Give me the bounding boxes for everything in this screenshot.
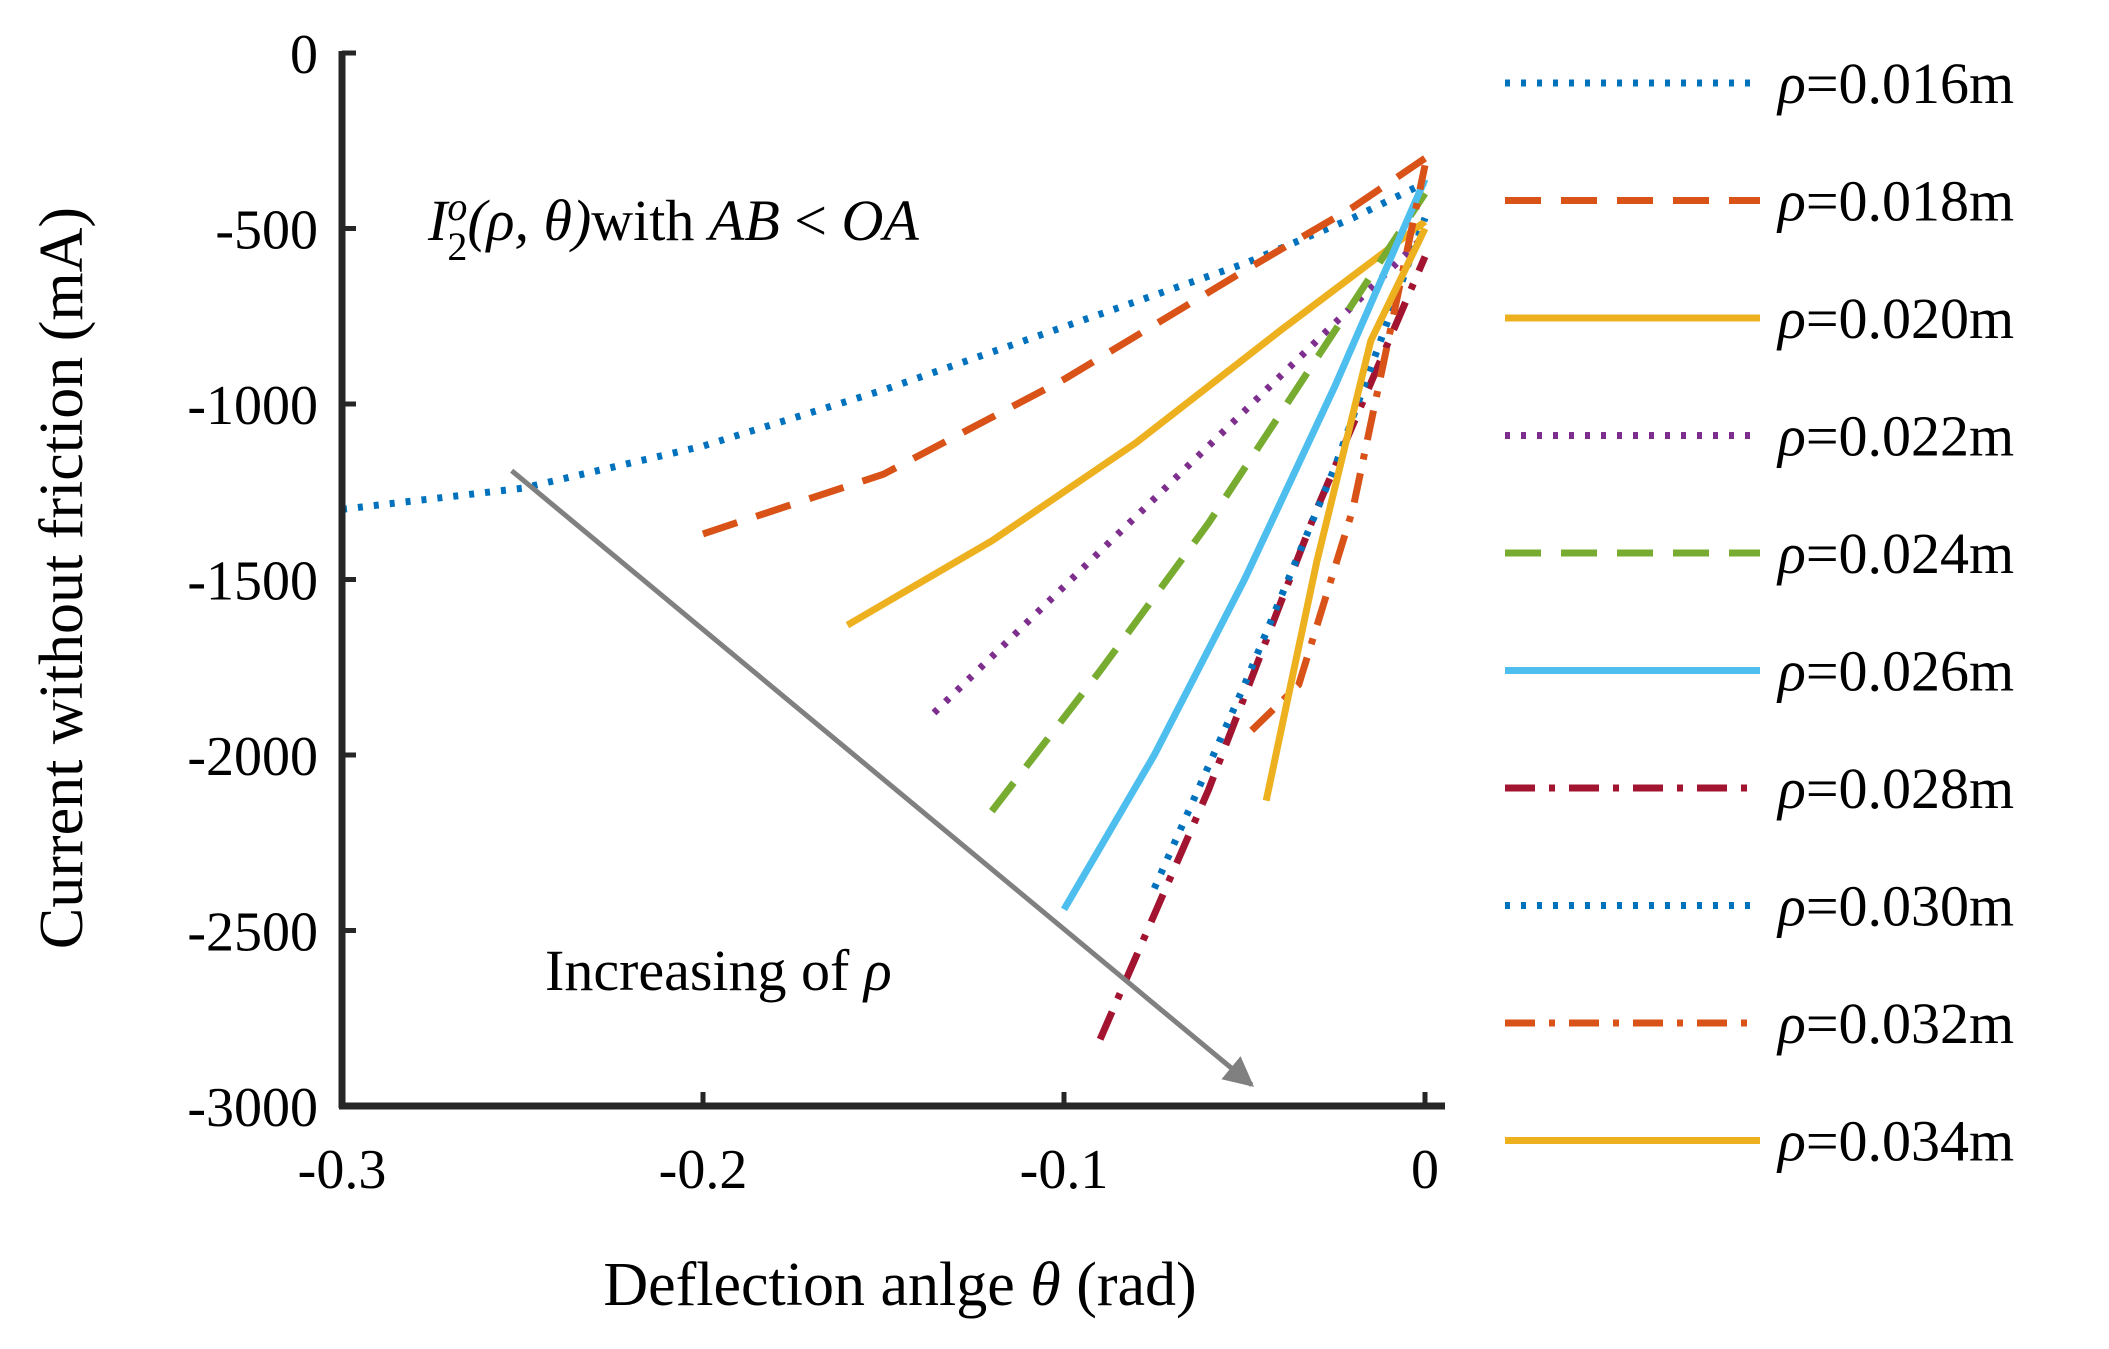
x-tick-label: -0.1 bbox=[1020, 1139, 1109, 1201]
legend-label-7: ρ=0.028m bbox=[1776, 756, 2014, 821]
legend-value: =0.016m bbox=[1806, 51, 2014, 116]
y-tick-label: -2500 bbox=[187, 902, 318, 964]
legend-value: =0.030m bbox=[1806, 874, 2014, 939]
series-line-5 bbox=[989, 191, 1428, 814]
series-line-2 bbox=[701, 155, 1427, 538]
x-tick-label: -0.3 bbox=[298, 1139, 387, 1201]
legend-symbol: ρ bbox=[1776, 51, 1806, 116]
y-tick-label: -3000 bbox=[187, 1077, 318, 1139]
increasing-symbol: ρ bbox=[862, 938, 892, 1003]
legend-label-1: ρ=0.016m bbox=[1776, 51, 2014, 116]
ticks: -0.3 -0.2 -0.1 0 0 -500 -1000 -1500 -2000 -2500 -3… bbox=[187, 24, 1439, 1201]
legend-label-6: ρ=0.026m bbox=[1776, 639, 2014, 704]
legend-label-9: ρ=0.032m bbox=[1776, 991, 2014, 1056]
legend-value: =0.022m bbox=[1806, 404, 2014, 469]
legend-value: =0.026m bbox=[1806, 639, 2014, 704]
y-tick-label: -1500 bbox=[187, 551, 318, 613]
formula-superscript: o bbox=[447, 184, 467, 229]
series-line-10 bbox=[1262, 226, 1429, 802]
legend-value: =0.032m bbox=[1806, 991, 2014, 1056]
x-axis-title: Deflection anlge θ (rad) bbox=[603, 1251, 1196, 1319]
legend-symbol: ρ bbox=[1776, 286, 1806, 351]
legend-symbol: ρ bbox=[1776, 991, 1806, 1056]
increasing-arrow bbox=[510, 468, 1255, 1087]
formula-lt: < bbox=[780, 188, 842, 253]
increasing-prefix: Increasing of bbox=[545, 938, 864, 1003]
legend-label-2: ρ=0.018m bbox=[1776, 169, 2014, 234]
series-line-7 bbox=[1096, 255, 1429, 1041]
y-tick-label: -2000 bbox=[187, 726, 318, 788]
formula-cond-a: AB bbox=[705, 188, 780, 253]
series-line-9 bbox=[1249, 164, 1429, 733]
x-axis-title-prefix: Deflection anlge bbox=[603, 1251, 1030, 1319]
series-line-8 bbox=[1151, 216, 1429, 890]
formula-I: I bbox=[427, 188, 450, 253]
legend-symbol: ρ bbox=[1776, 404, 1806, 469]
legend-label-3: ρ=0.020m bbox=[1776, 286, 2014, 351]
y-tick-label: 0 bbox=[290, 24, 318, 86]
legend-symbol: ρ bbox=[1776, 639, 1806, 704]
legend-symbol: ρ bbox=[1776, 1109, 1806, 1174]
legend-label-4: ρ=0.022m bbox=[1776, 404, 2014, 469]
legend-symbol: ρ bbox=[1776, 521, 1806, 586]
formula-args: (ρ, θ) bbox=[467, 188, 591, 253]
legend-value: =0.020m bbox=[1806, 286, 2014, 351]
legend: ρ=0.016mρ=0.018mρ=0.020mρ=0.022mρ=0.024m… bbox=[1505, 51, 2014, 1174]
legend-label-8: ρ=0.030m bbox=[1776, 874, 2014, 939]
y-tick-label: -1000 bbox=[187, 375, 318, 437]
legend-value: =0.034m bbox=[1806, 1109, 2014, 1174]
legend-symbol: ρ bbox=[1776, 874, 1806, 939]
legend-symbol: ρ bbox=[1776, 169, 1806, 234]
y-axis-title: Current without friction (mA) bbox=[28, 207, 96, 949]
increasing-annotation: Increasing of ρ bbox=[545, 938, 892, 1003]
legend-label-5: ρ=0.024m bbox=[1776, 521, 2014, 586]
x-tick-label: -0.2 bbox=[659, 1139, 748, 1201]
formula-subscript: 2 bbox=[447, 224, 467, 269]
legend-value: =0.024m bbox=[1806, 521, 2014, 586]
legend-value: =0.018m bbox=[1806, 169, 2014, 234]
series-line-3 bbox=[845, 218, 1428, 629]
legend-label-10: ρ=0.034m bbox=[1776, 1109, 2014, 1174]
formula-with: with bbox=[591, 188, 709, 253]
series-lines bbox=[341, 155, 1429, 1041]
x-axis-title-suffix: (rad) bbox=[1061, 1251, 1197, 1319]
x-tick-label: 0 bbox=[1411, 1139, 1439, 1201]
y-tick-label: -500 bbox=[215, 200, 318, 262]
x-axis-title-symbol: θ bbox=[1030, 1251, 1060, 1319]
legend-symbol: ρ bbox=[1776, 756, 1806, 821]
series-line-1 bbox=[341, 179, 1427, 513]
formula-cond-b: OA bbox=[842, 188, 920, 253]
formula-annotation: Io 2(ρ, θ)with AB < OA bbox=[427, 184, 919, 269]
legend-value: =0.028m bbox=[1806, 756, 2014, 821]
series-line-6 bbox=[1060, 178, 1429, 912]
